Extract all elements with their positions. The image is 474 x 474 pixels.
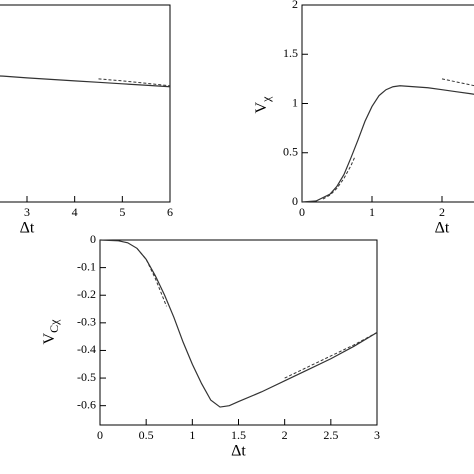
plot-frame (99, 239, 378, 426)
curve (98, 78, 171, 87)
x-axis-label: Δt (20, 220, 35, 237)
x-axis-label: Δt (435, 220, 450, 237)
y-tick-label: 1 (292, 95, 298, 109)
y-tick-label: -0.3 (77, 315, 96, 329)
plot-frame (301, 4, 474, 203)
y-axis-label-sub: χ (259, 96, 273, 103)
y-axis-label: VCχ (41, 319, 61, 345)
x-axis-label: Δt (231, 443, 246, 460)
x-tick-label: 2 (439, 205, 445, 219)
x-tick-label: 4 (72, 205, 78, 219)
y-tick-label: 0.5 (283, 145, 298, 159)
y-tick-label: 0 (90, 232, 96, 246)
x-tick-label: 2.5 (323, 428, 338, 442)
y-tick-label: -0.6 (77, 397, 96, 411)
y-tick-label: -0.5 (77, 370, 96, 384)
x-tick-label: 2 (282, 428, 288, 442)
curve (284, 332, 378, 379)
y-tick-label: 2 (292, 0, 298, 11)
plot-frame (0, 4, 171, 203)
curve (322, 157, 355, 200)
y-tick-label: -0.4 (77, 342, 96, 356)
x-tick-label: 3 (24, 205, 30, 219)
y-tick-label: 1.5 (283, 46, 298, 60)
curve (441, 78, 474, 87)
x-tick-label: 1.5 (231, 428, 246, 442)
x-tick-label: 3 (374, 428, 380, 442)
y-axis-label-main: V (253, 101, 270, 113)
curve (0, 75, 171, 88)
x-tick-label: 1 (369, 205, 375, 219)
x-tick-label: 5 (119, 205, 125, 219)
x-tick-label: 1 (189, 428, 195, 442)
x-tick-label: 0.5 (139, 428, 154, 442)
y-axis-label-main: V (41, 332, 58, 344)
x-tick-label: 0 (299, 205, 305, 219)
y-axis-label-sub: Cχ (47, 319, 61, 333)
y-tick-label: 0 (292, 194, 298, 208)
x-tick-label: 6 (167, 205, 173, 219)
y-tick-label: -0.1 (77, 259, 96, 273)
y-axis-label: Vχ (253, 96, 273, 114)
curve (301, 85, 474, 203)
curve (99, 239, 378, 408)
x-tick-label: 0 (97, 428, 103, 442)
y-tick-label: -0.2 (77, 287, 96, 301)
curve (136, 247, 167, 307)
